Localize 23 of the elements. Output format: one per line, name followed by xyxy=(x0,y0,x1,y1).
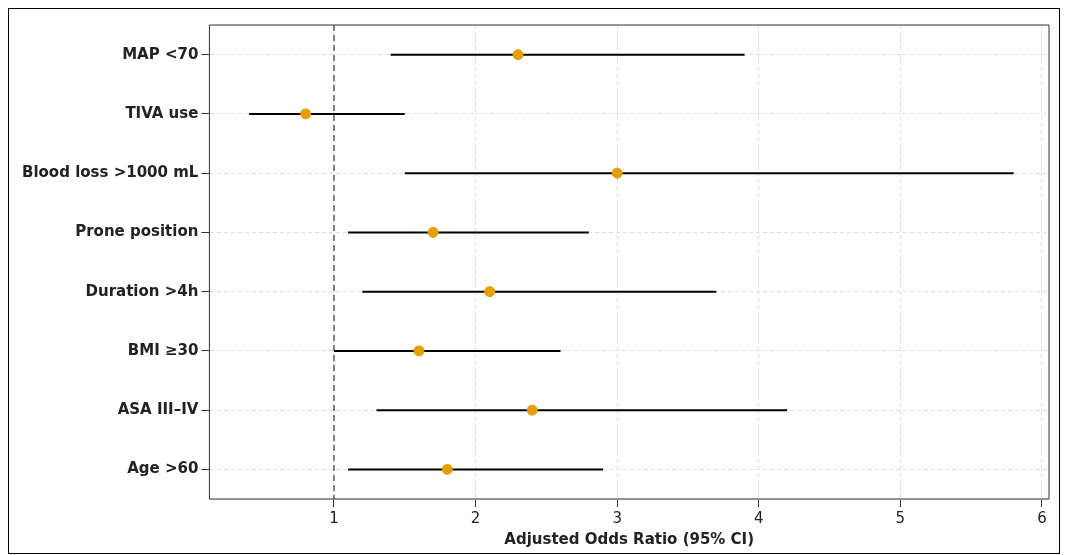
point xyxy=(526,404,538,416)
x-axis-title: Adjusted Odds Ratio (95% CI) xyxy=(504,529,755,548)
y-tick-label: Duration >4h xyxy=(85,281,199,300)
point xyxy=(441,463,453,475)
x-tick-label: 6 xyxy=(1037,508,1047,527)
y-tick-label: Blood loss >1000 mL xyxy=(21,163,199,182)
x-tick-label: 3 xyxy=(612,508,622,527)
y-tick-label: ASA III–IV xyxy=(117,400,199,419)
point xyxy=(611,167,623,179)
point xyxy=(484,286,496,298)
point xyxy=(512,49,524,61)
y-tick-label: MAP <70 xyxy=(122,44,199,63)
x-tick-label: 1 xyxy=(329,508,339,527)
point xyxy=(413,345,425,357)
y-tick-label: BMI ≥30 xyxy=(127,340,199,359)
x-tick-label: 4 xyxy=(753,508,764,527)
x-tick-label: 2 xyxy=(470,508,481,527)
point xyxy=(300,108,312,120)
y-tick-label: Age >60 xyxy=(127,459,199,478)
x-tick-label: 5 xyxy=(895,508,906,527)
point xyxy=(427,226,439,238)
y-tick-label: TIVA use xyxy=(125,103,199,122)
y-tick-label: Prone position xyxy=(75,222,199,241)
